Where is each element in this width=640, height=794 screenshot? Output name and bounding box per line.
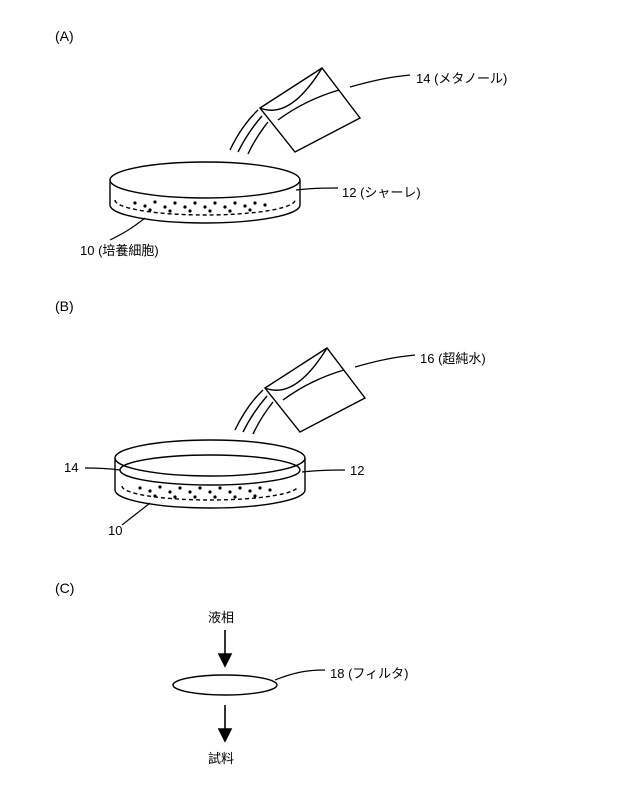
filter-icon (173, 675, 277, 695)
callout-c-filter: 18 (フィルタ) (330, 663, 409, 682)
panel-b-diagram (80, 320, 450, 540)
callout-num: 12 (342, 185, 356, 200)
beaker-b-icon (235, 348, 365, 434)
callout-c-top: 液相 (208, 607, 234, 626)
callout-num: 10 (108, 523, 122, 538)
panel-a-diagram (90, 40, 450, 250)
callout-b-cells: 10 (108, 523, 122, 538)
callout-text: (フィルタ) (348, 666, 408, 681)
callout-b-beaker: 16 (超純水) (420, 348, 486, 367)
callout-text: (メタノール) (434, 71, 507, 86)
callout-num: 18 (330, 666, 344, 681)
callout-num: 16 (420, 351, 434, 366)
callout-a-dish: 12 (シャーレ) (342, 182, 421, 201)
callout-text: (超純水) (438, 351, 486, 366)
arrow-down-top-icon (219, 630, 231, 666)
panel-c-label: (C) (55, 580, 74, 596)
panel-c-diagram (130, 600, 430, 770)
callout-a-cells: 10 (培養細胞) (80, 240, 159, 259)
beaker-a-icon (230, 68, 360, 154)
callout-b-dish: 12 (350, 463, 364, 478)
callout-num: 12 (350, 463, 364, 478)
figure-page: (A) (0, 0, 640, 794)
callout-num: 10 (80, 243, 94, 258)
callout-text: (シャーレ) (360, 185, 421, 200)
petri-dish-b-icon (115, 440, 305, 508)
cells-dots-a-icon (133, 200, 266, 212)
callout-c-bottom: 試料 (208, 748, 234, 767)
callout-a-beaker: 14 (メタノール) (416, 68, 507, 87)
arrow-down-bottom-icon (219, 705, 231, 741)
callout-text: (培養細胞) (98, 243, 159, 258)
callout-num: 14 (416, 71, 430, 86)
cells-dots-b-icon (138, 485, 271, 498)
callout-num: 14 (64, 460, 78, 475)
petri-dish-a-icon (110, 162, 300, 223)
panel-a-label: (A) (55, 28, 74, 44)
panel-b-label: (B) (55, 298, 74, 314)
callout-b-liquid: 14 (64, 460, 78, 475)
